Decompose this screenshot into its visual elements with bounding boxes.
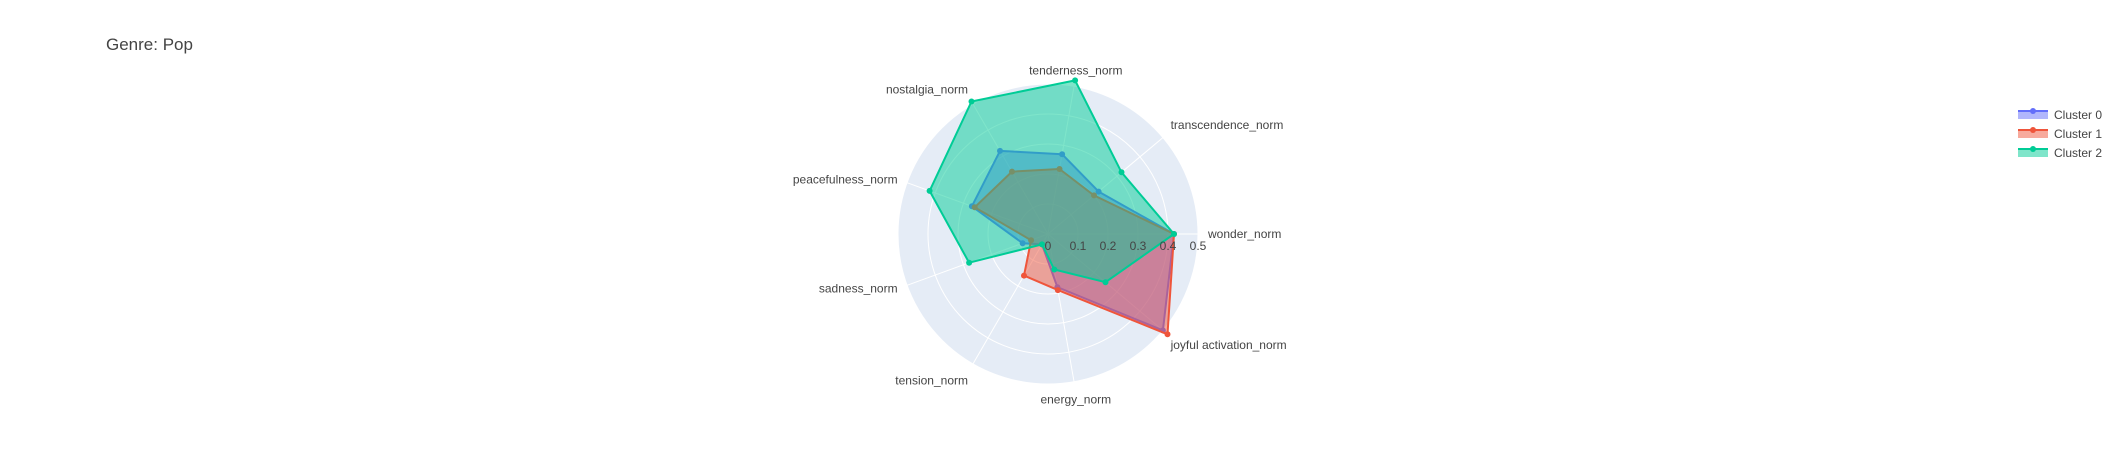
radial-axis-ticks: 0 0.1 0.2 0.3 0.4 0.5: [1045, 239, 1207, 253]
series-layer: [926, 77, 1177, 338]
axis-label: peacefulness_norm: [793, 172, 898, 186]
data-point[interactable]: [1164, 331, 1171, 338]
legend-marker: [2030, 127, 2036, 133]
angular-axis-labels: wonder_norm transcendence_norm tenderness_…: [793, 63, 1287, 406]
axis-label: energy_norm: [1040, 393, 1111, 407]
data-point[interactable]: [968, 98, 975, 105]
data-point[interactable]: [1102, 279, 1109, 286]
data-point[interactable]: [966, 259, 973, 266]
axis-label: joyful activation_norm: [1170, 338, 1287, 352]
legend-swatch: [2018, 130, 2048, 138]
data-point[interactable]: [926, 187, 933, 194]
legend[interactable]: Cluster 0 Cluster 1 Cluster 2: [2018, 108, 2102, 160]
radial-tick-label: 0.4: [1160, 239, 1177, 253]
axis-label: tenderness_norm: [1029, 63, 1122, 77]
axis-label: transcendence_norm: [1171, 118, 1284, 132]
legend-marker: [2030, 146, 2036, 152]
legend-label: Cluster 0: [2054, 108, 2102, 122]
legend-swatch: [2018, 111, 2048, 119]
data-point[interactable]: [1072, 77, 1079, 84]
data-point[interactable]: [1039, 241, 1045, 248]
axis-label: sadness_norm: [819, 282, 898, 296]
radial-tick-label: 0.3: [1130, 239, 1147, 253]
legend-swatch: [2018, 149, 2048, 157]
legend-label: Cluster 1: [2054, 127, 2102, 141]
radial-tick-label: 0.1: [1070, 239, 1087, 253]
legend-label: Cluster 2: [2054, 146, 2102, 160]
axis-label: nostalgia_norm: [886, 82, 968, 96]
radial-tick-label: 0.5: [1190, 239, 1207, 253]
chart-title: Genre: Pop: [106, 35, 193, 54]
data-point[interactable]: [1051, 266, 1058, 273]
data-point[interactable]: [1171, 231, 1177, 237]
data-point[interactable]: [1054, 287, 1061, 294]
radial-tick-label: 0.2: [1100, 239, 1117, 253]
legend-marker: [2030, 108, 2036, 114]
legend-item-1[interactable]: Cluster 1: [2018, 127, 2102, 141]
legend-item-0[interactable]: Cluster 0: [2018, 108, 2102, 122]
axis-label: tension_norm: [895, 374, 968, 388]
series-2: [926, 77, 1177, 286]
axis-label: wonder_norm: [1207, 227, 1281, 241]
data-point[interactable]: [1118, 169, 1125, 176]
radial-tick-label: 0: [1045, 239, 1052, 253]
data-point[interactable]: [1021, 272, 1027, 279]
legend-item-2[interactable]: Cluster 2: [2018, 146, 2102, 160]
series-area: [928, 79, 1175, 284]
